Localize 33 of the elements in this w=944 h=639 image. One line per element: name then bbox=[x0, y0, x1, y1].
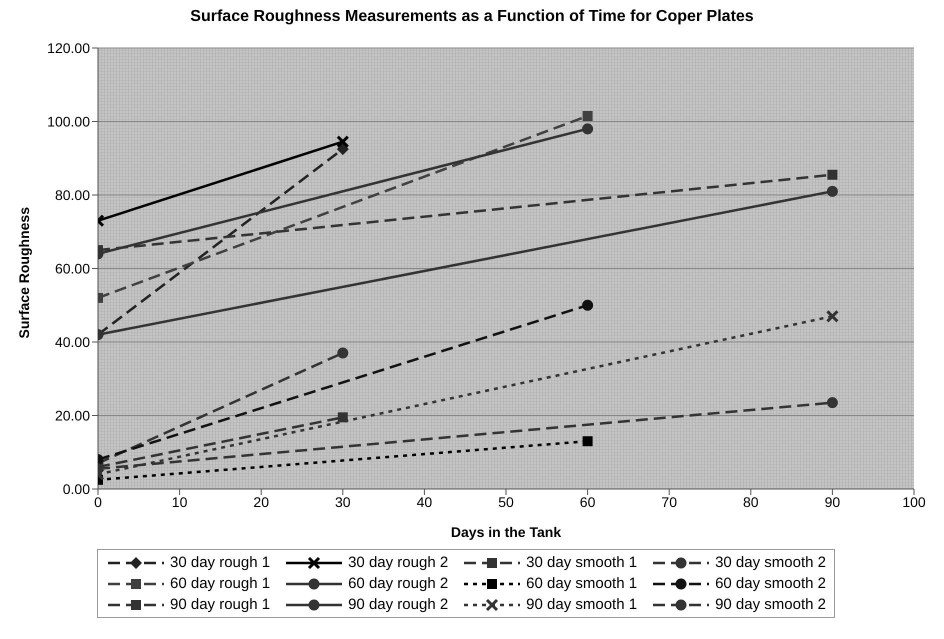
x-axis-title: Days in the Tank bbox=[450, 524, 562, 540]
y-tick-label: 120.00 bbox=[47, 40, 90, 56]
x-tick-label: 80 bbox=[743, 494, 759, 510]
chart-title: Surface Roughness Measurements as a Function of Time for Coper Plates bbox=[189, 8, 755, 26]
x-tick-label: 10 bbox=[172, 494, 188, 510]
legend-label: 30 day smooth 1 bbox=[526, 554, 638, 571]
legend-label: 60 day smooth 2 bbox=[715, 575, 826, 592]
x-tick-label: 50 bbox=[498, 494, 514, 510]
x-tick-label: 70 bbox=[661, 494, 678, 510]
legend-label: 60 day rough 2 bbox=[348, 575, 448, 592]
x-tick-label: 0 bbox=[94, 494, 102, 510]
x-tick-label: 90 bbox=[824, 494, 840, 510]
legend-label: 90 day rough 2 bbox=[348, 596, 448, 613]
y-tick-label: 0.00 bbox=[62, 480, 90, 497]
y-tick-label: 100.00 bbox=[47, 113, 90, 130]
legend-label: 90 day smooth 2 bbox=[715, 596, 826, 613]
legend-label: 60 day rough 1 bbox=[170, 575, 270, 592]
y-tick-label: 20.00 bbox=[54, 407, 90, 424]
legend-label: 30 day rough 2 bbox=[348, 554, 448, 571]
legend-label: 30 day smooth 2 bbox=[715, 554, 826, 571]
x-tick-label: 40 bbox=[416, 494, 432, 510]
y-tick-label: 80.00 bbox=[54, 186, 90, 203]
x-tick-label: 100 bbox=[902, 494, 926, 510]
x-tick-label: 60 bbox=[580, 494, 596, 510]
x-tick-label: 20 bbox=[253, 494, 270, 510]
legend-label: 90 day rough 1 bbox=[170, 596, 270, 613]
legend-label: 60 day smooth 1 bbox=[526, 575, 638, 592]
legend-label: 90 day smooth 1 bbox=[526, 596, 638, 613]
y-tick-label: 60.00 bbox=[54, 260, 90, 276]
y-tick-label: 40.00 bbox=[54, 334, 90, 350]
legend-label: 30 day rough 1 bbox=[170, 554, 270, 571]
y-axis-title: Surface Roughness bbox=[16, 206, 32, 338]
x-tick-label: 30 bbox=[335, 494, 351, 510]
